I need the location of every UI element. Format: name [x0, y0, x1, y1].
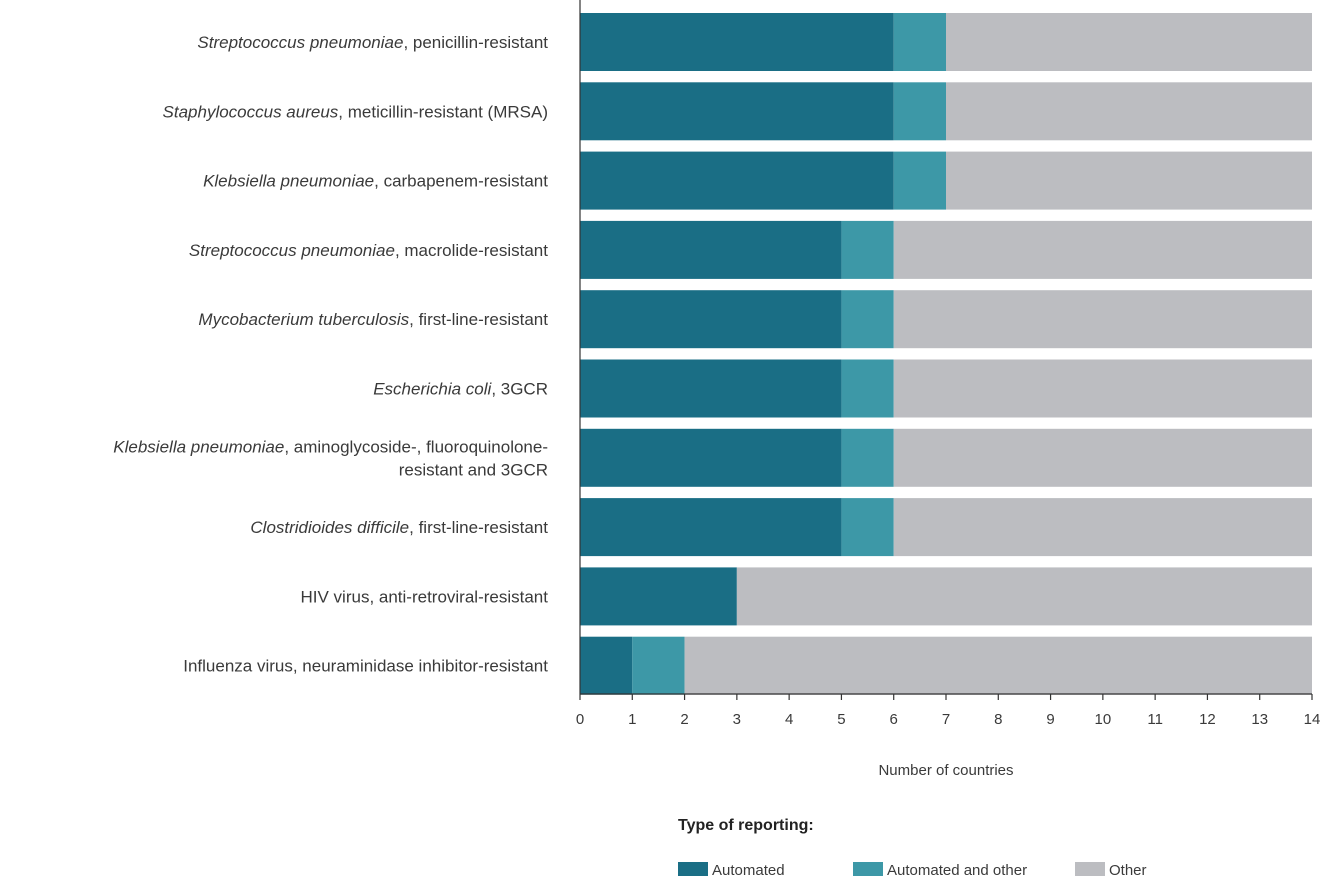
category-label: Staphylococcus aureus, meticillin-resist… — [163, 102, 548, 121]
bar-other-10 — [684, 636, 1312, 695]
category-organism: Klebsiella pneumoniae — [203, 172, 374, 191]
x-tick-label: 6 — [890, 711, 898, 728]
category-resistance: , aminoglycoside-, fluoroquinolone- — [284, 437, 548, 456]
x-tick-label: 13 — [1251, 711, 1268, 728]
category-label: resistant and 3GCR — [399, 460, 548, 479]
legend-title: Type of reporting: — [678, 817, 814, 834]
bar-automated-and-other-7 — [841, 428, 894, 487]
category-organism: Streptococcus pneumoniae — [189, 241, 395, 260]
bar-other-5 — [893, 290, 1312, 349]
x-tick-label: 2 — [680, 711, 688, 728]
category-label: HIV virus, anti-retroviral-resistant — [300, 587, 548, 606]
bar-other-7 — [893, 428, 1312, 487]
category-resistance: , 3GCR — [491, 380, 548, 399]
category-label: Clostridioides difficile, first-line-res… — [250, 518, 548, 537]
category-organism: Clostridioides difficile — [250, 518, 409, 537]
category-organism: Streptococcus pneumoniae — [197, 33, 403, 52]
category-label: Klebsiella pneumoniae, aminoglycoside-, … — [113, 437, 548, 456]
bar-other-8 — [893, 498, 1312, 557]
bar-automated-6 — [580, 359, 842, 418]
bars-group — [580, 13, 1312, 695]
x-tick-label: 14 — [1304, 711, 1321, 728]
category-resistance: resistant and 3GCR — [399, 460, 548, 479]
bar-automated-5 — [580, 290, 842, 349]
bar-other-4 — [893, 220, 1312, 279]
x-tick-label: 3 — [733, 711, 741, 728]
bar-automated-and-other-8 — [841, 498, 894, 557]
legend-label-other: Other — [1109, 862, 1147, 879]
x-tick-label: 12 — [1199, 711, 1216, 728]
x-tick-label: 4 — [785, 711, 793, 728]
legend: Type of reporting: Automated Automated an… — [678, 817, 1147, 879]
category-label: Influenza virus, neuraminidase inhibitor… — [183, 657, 548, 676]
x-tick-label: 0 — [576, 711, 584, 728]
category-label: Mycobacterium tuberculosis, first-line-r… — [198, 310, 548, 329]
category-resistance: Influenza virus, neuraminidase inhibitor… — [183, 657, 548, 676]
x-tick-label: 7 — [942, 711, 950, 728]
category-label: Klebsiella pneumoniae, carbapenem-resist… — [203, 172, 548, 191]
category-resistance: HIV virus, anti-retroviral-resistant — [300, 587, 548, 606]
legend-label-automated: Automated — [712, 862, 785, 879]
bar-other-1 — [946, 13, 1312, 71]
category-resistance: , meticillin-resistant (MRSA) — [338, 102, 548, 121]
bar-automated-and-other-10 — [632, 636, 685, 695]
bar-automated-and-other-1 — [893, 13, 946, 71]
x-tick-label: 1 — [628, 711, 636, 728]
bar-automated-1 — [580, 13, 894, 71]
bar-automated-3 — [580, 151, 894, 210]
legend-swatch-automated — [678, 862, 708, 876]
legend-swatch-automated-and-other — [853, 862, 883, 876]
category-labels: Streptococcus pneumoniae, penicillin-res… — [113, 33, 548, 676]
category-organism: Mycobacterium tuberculosis — [198, 310, 409, 329]
category-label: Streptococcus pneumoniae, macrolide-resi… — [189, 241, 548, 260]
category-resistance: , carbapenem-resistant — [374, 172, 548, 191]
x-tick-label: 9 — [1046, 711, 1054, 728]
category-resistance: , macrolide-resistant — [395, 241, 548, 260]
category-label: Streptococcus pneumoniae, penicillin-res… — [197, 33, 548, 52]
category-organism: Escherichia coli — [373, 380, 492, 399]
bar-automated-10 — [580, 636, 633, 695]
bar-other-2 — [946, 82, 1312, 141]
category-resistance: , first-line-resistant — [409, 310, 548, 329]
category-resistance: , first-line-resistant — [409, 518, 548, 537]
category-resistance: , penicillin-resistant — [403, 33, 548, 52]
bar-other-9 — [736, 567, 1312, 626]
bar-other-6 — [893, 359, 1312, 418]
legend-swatch-other — [1075, 862, 1105, 876]
bar-automated-and-other-3 — [893, 151, 946, 210]
bar-other-3 — [946, 151, 1312, 210]
x-axis-title: Number of countries — [878, 762, 1013, 779]
bar-automated-and-other-4 — [841, 220, 894, 279]
bar-automated-and-other-2 — [893, 82, 946, 141]
x-ticks: 0 1 2 3 4 5 6 7 8 9 10 11 12 13 14 — [576, 694, 1321, 728]
bar-automated-and-other-5 — [841, 290, 894, 349]
bar-automated-7 — [580, 428, 842, 487]
x-tick-label: 8 — [994, 711, 1002, 728]
category-label: Escherichia coli, 3GCR — [373, 380, 548, 399]
legend-label-automated-and-other: Automated and other — [887, 862, 1027, 879]
category-organism: Klebsiella pneumoniae — [113, 437, 284, 456]
x-tick-label: 11 — [1147, 711, 1163, 728]
x-tick-label: 5 — [837, 711, 845, 728]
x-tick-label: 10 — [1095, 711, 1112, 728]
bar-automated-and-other-6 — [841, 359, 894, 418]
bar-automated-9 — [580, 567, 737, 626]
bar-automated-8 — [580, 498, 842, 557]
category-organism: Staphylococcus aureus — [163, 102, 339, 121]
bar-automated-2 — [580, 82, 894, 141]
bar-automated-4 — [580, 220, 842, 279]
